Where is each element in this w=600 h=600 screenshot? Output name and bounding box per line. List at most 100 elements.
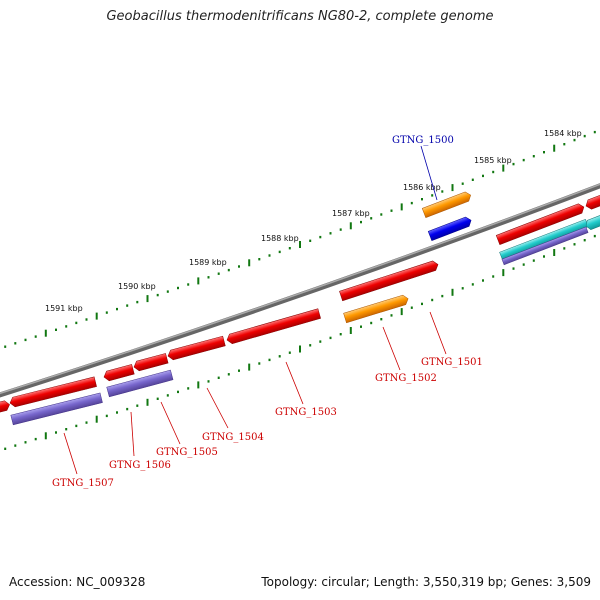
gene-label-GTNG_1507: GTNG_1507 — [52, 478, 114, 489]
inner-tick-minor — [278, 355, 281, 358]
kbp-label-1585: 1585 kbp — [474, 156, 512, 165]
outer-tick-minor — [309, 239, 312, 242]
inner-tick-minor — [4, 447, 7, 450]
inner-tick-minor — [65, 428, 68, 431]
leader-lines — [63, 145, 447, 475]
inner-tick-minor — [563, 247, 566, 250]
inner-tick-major — [400, 308, 403, 316]
inner-tick-minor — [177, 390, 179, 394]
outer-tick-minor — [583, 134, 586, 138]
outer-tick-minor — [34, 335, 37, 338]
gene-GTNG_1505[interactable] — [133, 353, 169, 372]
inner-tick-minor — [75, 424, 78, 428]
feature-purple-1507[interactable] — [10, 392, 103, 426]
inner-tick-minor — [24, 441, 27, 444]
outer-tick-minor — [207, 276, 210, 279]
inner-tick-minor — [14, 444, 17, 447]
gene-GTNG_1504[interactable] — [167, 335, 226, 361]
outer-tick-minor — [380, 213, 383, 216]
outer-tick-minor — [492, 170, 495, 174]
feature-purple-right[interactable] — [501, 226, 589, 266]
inner-tick-major — [299, 345, 301, 353]
gene-label-GTNG_1502: GTNG_1502 — [375, 373, 437, 384]
gene-right-forward[interactable] — [495, 202, 585, 245]
genome-summary-text: Topology: circular; Length: 3,550,319 bp… — [261, 575, 591, 589]
inner-tick-major — [146, 398, 149, 406]
inner-tick-minor — [543, 255, 545, 258]
outer-tick-major — [44, 329, 47, 337]
gene-GTNG_1503[interactable] — [226, 308, 321, 345]
inner-tick-minor — [471, 283, 474, 286]
inner-tick-minor — [105, 414, 108, 418]
gene-GTNG_1501[interactable] — [339, 260, 439, 302]
genome-backbone-highlight — [0, 183, 600, 395]
inner-tick-minor — [583, 239, 586, 242]
gene-label-GTNG_1503: GTNG_1503 — [275, 407, 337, 418]
accession-text: Accession: NC_009328 — [9, 575, 146, 589]
inner-tick-major — [197, 381, 200, 389]
inner-tick-major — [44, 432, 47, 440]
inner-tick-major — [502, 269, 505, 277]
outer-tick-minor — [136, 300, 139, 304]
inner-tick-minor — [360, 325, 362, 328]
gene-GTNG_1507[interactable] — [9, 376, 97, 408]
feature-purple-1506[interactable] — [106, 369, 174, 398]
inner-tick-minor — [532, 259, 535, 262]
outer-tick-minor — [24, 338, 27, 342]
outer-tick-minor — [360, 220, 362, 224]
outer-tick-minor — [421, 198, 423, 201]
inner-tick-minor — [593, 234, 596, 238]
kbp-label-1587: 1587 kbp — [332, 209, 370, 218]
inner-tick-minor — [339, 333, 342, 336]
outer-tick-minor — [156, 293, 159, 297]
outer-tick-minor — [482, 174, 484, 178]
inner-tick-minor — [461, 287, 464, 290]
gene-label-GTNG_1500: GTNG_1500 — [392, 135, 454, 146]
outer-tick-minor — [278, 250, 281, 254]
gene-GTNG_1500-feature[interactable] — [421, 190, 472, 218]
outer-tick-major — [553, 144, 556, 152]
inner-tick-minor — [187, 387, 190, 390]
inner-tick-major — [553, 249, 556, 256]
inner-tick-minor — [238, 369, 240, 372]
gene-label-GTNG_1506: GTNG_1506 — [109, 460, 171, 471]
inner-tick-major — [95, 415, 98, 423]
outer-tick-minor — [532, 155, 535, 158]
inner-tick-major — [349, 327, 352, 334]
gene-GTNG_1506[interactable] — [103, 364, 135, 382]
inner-tick-minor — [482, 279, 484, 282]
outer-tick-major — [400, 203, 403, 211]
kbp-label-1584: 1584 kbp — [544, 129, 582, 138]
kbp-label-1586: 1586 kbp — [403, 183, 441, 192]
inner-tick-minor — [217, 376, 220, 379]
outer-tick-minor — [75, 321, 78, 325]
outer-tick-minor — [55, 328, 57, 331]
outer-tick-minor — [227, 268, 230, 272]
inner-tick-minor — [166, 394, 169, 397]
outer-tick-minor — [339, 228, 342, 231]
inner-tick-minor — [390, 314, 393, 317]
outer-tick-minor — [593, 130, 596, 134]
outer-tick-minor — [319, 235, 322, 239]
inner-tick-minor — [207, 380, 210, 383]
outer-tick-minor — [461, 182, 464, 185]
gene-GTNG_1502[interactable] — [343, 294, 410, 324]
inner-tick-minor — [126, 407, 129, 411]
gene-edge-left[interactable] — [0, 400, 11, 414]
inner-tick-minor — [370, 321, 373, 325]
inner-tick-minor — [431, 298, 434, 302]
inner-tick-minor — [421, 302, 423, 306]
inner-tick-minor — [268, 358, 271, 362]
gene-edge-forward[interactable] — [584, 190, 600, 211]
outer-tick-major — [248, 259, 251, 267]
feature-cyan-edge[interactable] — [584, 214, 600, 230]
gene-GTNG_1500-cds[interactable] — [427, 216, 473, 241]
inner-tick-major — [451, 288, 454, 296]
outer-tick-minor — [4, 345, 7, 348]
inner-tick-minor — [55, 431, 57, 434]
kbp-label-1589: 1589 kbp — [189, 258, 227, 267]
inner-tick-minor — [512, 267, 515, 270]
outer-tick-minor — [65, 325, 68, 328]
outer-tick-minor — [390, 209, 393, 212]
